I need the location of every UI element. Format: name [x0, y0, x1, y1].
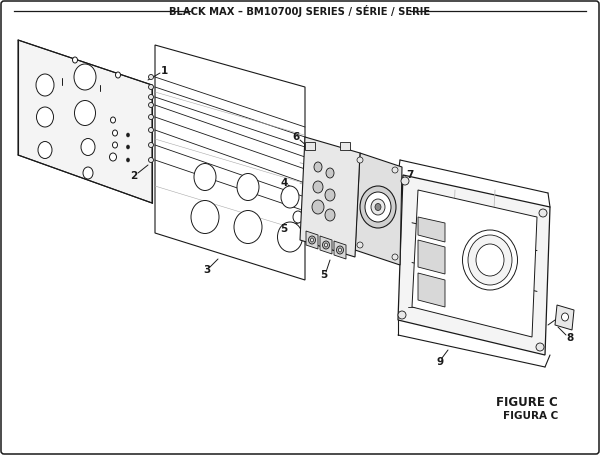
Ellipse shape — [311, 238, 314, 242]
Ellipse shape — [83, 167, 93, 179]
Polygon shape — [320, 236, 332, 254]
Circle shape — [401, 177, 409, 185]
Ellipse shape — [36, 74, 54, 96]
Polygon shape — [355, 153, 402, 265]
Ellipse shape — [237, 173, 259, 201]
Polygon shape — [418, 217, 445, 242]
Ellipse shape — [38, 142, 52, 158]
Ellipse shape — [149, 115, 154, 120]
Ellipse shape — [476, 244, 504, 276]
Polygon shape — [18, 40, 152, 203]
Ellipse shape — [277, 222, 302, 252]
Ellipse shape — [314, 162, 322, 172]
Ellipse shape — [149, 85, 154, 90]
Ellipse shape — [281, 186, 299, 208]
Text: 3: 3 — [203, 265, 211, 275]
Ellipse shape — [337, 246, 343, 254]
Text: 9: 9 — [436, 357, 443, 367]
Polygon shape — [555, 305, 574, 330]
Circle shape — [357, 157, 363, 163]
Text: FIGURE C: FIGURE C — [496, 396, 558, 410]
Text: 5: 5 — [320, 270, 328, 280]
Ellipse shape — [371, 199, 385, 215]
Bar — [340, 142, 350, 150]
Polygon shape — [306, 231, 318, 249]
Polygon shape — [412, 190, 537, 337]
Text: 1: 1 — [160, 66, 167, 76]
Ellipse shape — [468, 235, 512, 285]
Ellipse shape — [325, 209, 335, 221]
Ellipse shape — [149, 102, 154, 107]
Text: 2: 2 — [130, 171, 137, 181]
Ellipse shape — [110, 153, 116, 161]
Ellipse shape — [110, 117, 115, 123]
Ellipse shape — [149, 75, 154, 80]
Circle shape — [536, 343, 544, 351]
Ellipse shape — [463, 230, 517, 290]
Ellipse shape — [149, 95, 154, 100]
Ellipse shape — [312, 200, 324, 214]
Text: 7: 7 — [406, 170, 413, 180]
Circle shape — [398, 311, 406, 319]
Circle shape — [392, 254, 398, 260]
Ellipse shape — [127, 133, 130, 137]
Ellipse shape — [127, 158, 130, 162]
Ellipse shape — [234, 211, 262, 243]
Ellipse shape — [191, 201, 219, 233]
Ellipse shape — [74, 101, 95, 126]
Ellipse shape — [375, 203, 381, 211]
Polygon shape — [418, 240, 445, 274]
Ellipse shape — [293, 211, 303, 223]
Ellipse shape — [326, 168, 334, 178]
Ellipse shape — [365, 192, 391, 222]
Ellipse shape — [194, 163, 216, 191]
Polygon shape — [418, 273, 445, 307]
Ellipse shape — [149, 157, 154, 162]
Text: 8: 8 — [566, 333, 574, 343]
Ellipse shape — [313, 181, 323, 193]
Ellipse shape — [360, 186, 396, 228]
Ellipse shape — [325, 189, 335, 201]
Ellipse shape — [323, 241, 329, 249]
Polygon shape — [300, 137, 360, 257]
Ellipse shape — [81, 138, 95, 156]
Ellipse shape — [113, 142, 118, 148]
Ellipse shape — [74, 64, 96, 90]
Polygon shape — [334, 241, 346, 259]
Ellipse shape — [37, 107, 53, 127]
Ellipse shape — [113, 130, 118, 136]
Bar — [305, 142, 315, 150]
Ellipse shape — [149, 127, 154, 132]
Text: FIGURA C: FIGURA C — [503, 411, 558, 421]
Ellipse shape — [73, 57, 77, 63]
Ellipse shape — [115, 72, 121, 78]
Text: BLACK MAX – BM10700J SERIES / SÉRIE / SERIE: BLACK MAX – BM10700J SERIES / SÉRIE / SE… — [169, 5, 431, 17]
Ellipse shape — [325, 243, 328, 247]
Circle shape — [357, 242, 363, 248]
Ellipse shape — [562, 313, 569, 321]
Text: 4: 4 — [280, 178, 287, 188]
Polygon shape — [398, 175, 550, 355]
Text: 6: 6 — [292, 132, 299, 142]
Text: 5: 5 — [280, 224, 287, 234]
Circle shape — [392, 167, 398, 173]
Circle shape — [539, 209, 547, 217]
Ellipse shape — [308, 236, 316, 244]
Ellipse shape — [127, 145, 130, 149]
Ellipse shape — [149, 142, 154, 147]
Ellipse shape — [338, 248, 341, 252]
